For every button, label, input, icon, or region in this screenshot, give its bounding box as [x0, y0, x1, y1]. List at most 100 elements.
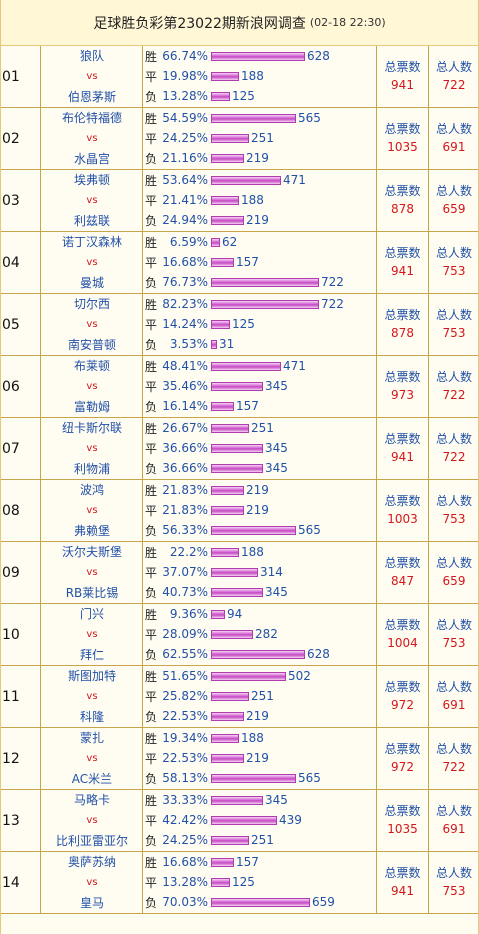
- win-percent: 53.64%: [162, 173, 208, 187]
- vs-label: vs: [86, 71, 98, 82]
- draw-bar: [211, 691, 249, 701]
- total-votes-label: 总票数: [384, 494, 421, 508]
- total-people-value: 691: [442, 698, 466, 712]
- draw-bar: [211, 71, 239, 81]
- win-line: 胜 33.33% 345: [145, 791, 288, 809]
- home-team-link[interactable]: 切尔西: [73, 297, 110, 311]
- win-percent: 51.65%: [162, 669, 208, 683]
- draw-count: 314: [260, 565, 283, 579]
- match-number: 11: [1, 666, 41, 728]
- draw-bar: [211, 877, 230, 887]
- away-team-link[interactable]: 科隆: [79, 710, 104, 724]
- win-count: 722: [321, 297, 344, 311]
- match-row: 05 切尔西 vs 南安普顿 胜 82.23% 722 平 14.24% 125…: [1, 294, 478, 356]
- match-row: 01 狼队 vs 伯恩茅斯 胜 66.74% 628 平 19.98% 188 …: [1, 46, 478, 108]
- away-team-link[interactable]: 利物浦: [73, 462, 110, 476]
- draw-percent: 21.83%: [162, 503, 208, 517]
- win-percent: 22.2%: [169, 545, 208, 559]
- lose-label: 负: [145, 523, 158, 538]
- away-team-link[interactable]: 拜仁: [79, 648, 104, 662]
- total-people-value: 722: [442, 760, 466, 774]
- total-people-value: 753: [442, 264, 466, 278]
- lose-count: 659: [312, 895, 335, 909]
- lose-line: 负 62.55% 628: [145, 645, 330, 663]
- vs-label: vs: [86, 691, 98, 702]
- total-people-cell: 总人数 753: [429, 294, 479, 356]
- draw-count: 188: [241, 69, 264, 83]
- match-row: 04 诺丁汉森林 vs 曼城 胜 6.59% 62 平 16.68% 157 负…: [1, 232, 478, 294]
- vs-label: vs: [86, 505, 98, 516]
- away-team-link[interactable]: 水晶宫: [73, 152, 110, 166]
- home-team-link[interactable]: 马略卡: [73, 793, 110, 807]
- away-team-link[interactable]: 弗赖堡: [73, 524, 110, 538]
- total-votes-label: 总票数: [384, 866, 421, 880]
- home-team-link[interactable]: 波鸿: [79, 483, 104, 497]
- match-number: 05: [1, 294, 41, 356]
- vs-label: vs: [86, 877, 98, 888]
- match-teams: 门兴 vs 拜仁: [41, 604, 143, 666]
- draw-label: 平: [145, 441, 158, 456]
- total-votes-value: 941: [391, 450, 414, 464]
- away-team-link[interactable]: 富勒姆: [73, 400, 110, 414]
- draw-label: 平: [145, 503, 158, 518]
- vote-distribution: 胜 33.33% 345 平 42.42% 439 负 24.25% 251: [143, 790, 377, 852]
- lose-label: 负: [145, 89, 158, 104]
- lose-bar: [211, 153, 244, 163]
- total-votes-cell: 总票数 972: [377, 666, 429, 728]
- win-count: 188: [241, 731, 264, 745]
- total-people-cell: 总人数 691: [429, 666, 479, 728]
- match-row: 11 斯图加特 vs 科隆 胜 51.65% 502 平 25.82% 251 …: [1, 666, 478, 728]
- home-team-link[interactable]: 埃弗顿: [73, 173, 110, 187]
- home-team-link[interactable]: 门兴: [79, 607, 104, 621]
- win-label: 胜: [145, 235, 158, 250]
- home-team-link[interactable]: 纽卡斯尔联: [61, 421, 122, 435]
- win-bar: [211, 237, 220, 247]
- win-label: 胜: [145, 669, 158, 684]
- total-people-value: 722: [442, 78, 466, 92]
- home-team-link[interactable]: 诺丁汉森林: [61, 235, 122, 249]
- total-people-label: 总人数: [435, 122, 472, 136]
- lose-label: 负: [145, 585, 158, 600]
- vote-distribution: 胜 53.64% 471 平 21.41% 188 负 24.94% 219: [143, 170, 377, 232]
- lose-label: 负: [145, 151, 158, 166]
- lose-bar: [211, 649, 305, 659]
- win-bar: [211, 51, 305, 61]
- home-team-link[interactable]: 布伦特福德: [61, 111, 122, 125]
- lose-percent: 36.66%: [162, 461, 208, 475]
- total-people-value: 691: [442, 822, 466, 836]
- draw-count: 219: [246, 751, 269, 765]
- vote-distribution: 胜 9.36% 94 平 28.09% 282 负 62.55% 628: [143, 604, 377, 666]
- away-team-link[interactable]: 南安普顿: [67, 338, 116, 352]
- match-teams: 切尔西 vs 南安普顿: [41, 294, 143, 356]
- lose-percent: 70.03%: [162, 895, 208, 909]
- win-bar: [211, 609, 225, 619]
- draw-percent: 16.68%: [162, 255, 208, 269]
- home-team-link[interactable]: 沃尔夫斯堡: [61, 545, 122, 559]
- home-team-link[interactable]: 斯图加特: [67, 669, 116, 683]
- win-bar: [211, 361, 281, 371]
- away-team-link[interactable]: RB莱比锡: [65, 586, 119, 600]
- home-team-link[interactable]: 奥萨苏纳: [67, 855, 116, 869]
- total-votes-label: 总票数: [384, 556, 421, 570]
- home-team-link[interactable]: 蒙扎: [79, 731, 104, 745]
- draw-count: 282: [255, 627, 278, 641]
- win-percent: 19.34%: [162, 731, 208, 745]
- vs-label: vs: [86, 567, 98, 578]
- home-team-link[interactable]: 布莱顿: [73, 359, 110, 373]
- draw-count: 251: [251, 131, 274, 145]
- home-team-link[interactable]: 狼队: [79, 49, 104, 63]
- away-team-link[interactable]: 皇马: [79, 896, 104, 910]
- match-teams: 布伦特福德 vs 水晶宫: [41, 108, 143, 170]
- win-bar: [211, 175, 281, 185]
- away-team-link[interactable]: 比利亚雷亚尔: [55, 834, 128, 848]
- away-team-link[interactable]: 曼城: [79, 276, 104, 290]
- away-team-link[interactable]: AC米兰: [71, 772, 113, 786]
- match-teams: 马略卡 vs 比利亚雷亚尔: [41, 790, 143, 852]
- away-team-link[interactable]: 伯恩茅斯: [67, 90, 116, 104]
- win-count: 62: [222, 235, 238, 249]
- lose-bar: [211, 587, 263, 597]
- total-people-value: 691: [442, 140, 466, 154]
- win-count: 565: [298, 111, 321, 125]
- away-team-link[interactable]: 利兹联: [73, 214, 110, 228]
- win-line: 胜 22.2% 188: [145, 543, 264, 561]
